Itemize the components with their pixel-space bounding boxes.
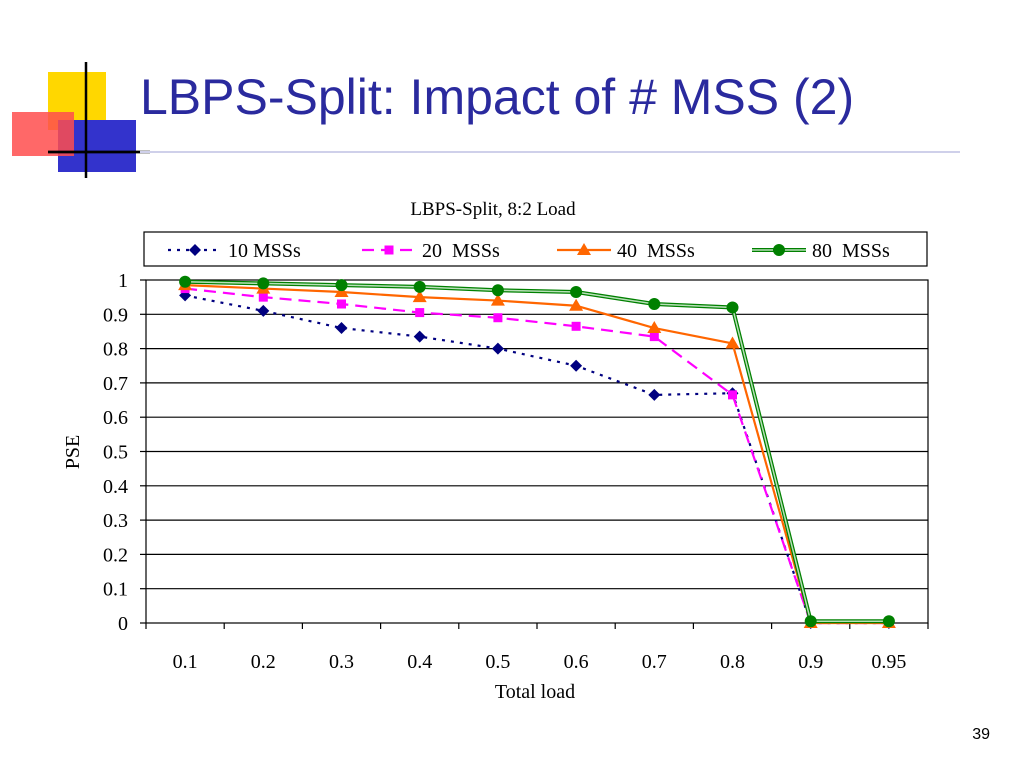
legend-label: 20 MSSs [422, 240, 500, 262]
data-point [335, 322, 348, 335]
data-point [490, 293, 505, 306]
legend-label: 10 MSSs [228, 240, 301, 262]
data-point [257, 304, 270, 317]
legend-item: 40 MSSs [557, 240, 695, 262]
data-point [179, 275, 192, 288]
data-point [570, 286, 583, 299]
x-tick-label: 0.6 [564, 651, 589, 673]
y-axis-label: PSE [62, 435, 84, 469]
x-tick-label: 0.9 [798, 651, 823, 673]
data-point [648, 388, 661, 401]
legend-item: 10 MSSs [168, 240, 301, 262]
x-tick-label: 0.3 [329, 651, 354, 673]
data-point [725, 336, 740, 349]
x-tick-label: 0.5 [485, 651, 510, 673]
series-3 [178, 278, 896, 628]
series-4 [179, 275, 895, 628]
legend-swatch-marker [577, 243, 591, 255]
x-tick-label: 0.95 [871, 651, 906, 673]
y-tick-label: 0.4 [103, 476, 128, 498]
legend-label: 80 MSSs [812, 240, 890, 262]
y-tick-label: 1 [118, 270, 128, 292]
legend: 10 MSSs 20 MSSs 40 MSSs 80 MSSs [143, 231, 928, 267]
series-line-inner [185, 280, 889, 623]
data-point [804, 615, 817, 628]
series-line [184, 287, 889, 625]
legend-item: 80 MSSs [752, 240, 890, 262]
y-tick-label: 0.9 [103, 304, 128, 326]
data-point [726, 301, 739, 314]
data-point [570, 359, 583, 372]
x-tick-labels: 0.1 0.2 0.3 0.4 0.5 0.6 0.7 0.8 0.9 0.95 [145, 623, 929, 673]
legend-label: 40 MSSs [617, 240, 695, 262]
deco-red-square [12, 112, 74, 156]
y-tick-label: 0.1 [103, 579, 128, 601]
x-axis-label: Total load [495, 681, 575, 703]
y-tick-label: 0.5 [103, 442, 128, 464]
y-tick-label: 0.3 [103, 510, 128, 532]
data-point [571, 321, 581, 331]
data-point [728, 390, 737, 400]
series-line [184, 294, 889, 625]
series-lines [178, 275, 896, 629]
y-tick-label: 0.2 [103, 544, 128, 566]
legend-item: 20 MSSs [362, 240, 500, 262]
data-point [647, 321, 662, 334]
chart-title: LBPS-Split, 8:2 Load [410, 199, 576, 220]
grid-lines [146, 313, 928, 590]
data-point [415, 308, 425, 318]
y-tick-label: 0.7 [103, 373, 128, 395]
series-2 [180, 284, 894, 628]
data-point [882, 615, 895, 628]
x-tick-label: 0.4 [407, 651, 432, 673]
x-tick-label: 0.7 [642, 651, 667, 673]
slide-title: LBPS-Split: Impact of # MSS (2) [140, 69, 855, 125]
x-tick-label: 0.2 [251, 651, 276, 673]
x-tick-label: 0.1 [173, 651, 198, 673]
slide-number: 39 [972, 726, 990, 743]
data-point [412, 290, 427, 303]
data-point [493, 313, 503, 323]
title-underline [48, 150, 960, 154]
y-tick-label: 0.6 [103, 407, 128, 429]
legend-swatch-marker [773, 244, 785, 256]
y-tick-label: 0.8 [103, 339, 128, 361]
data-point [491, 284, 504, 297]
data-point [569, 298, 584, 311]
legend-swatch-marker [384, 245, 394, 255]
title-decoration [12, 62, 150, 178]
data-point [491, 342, 504, 355]
y-tick-labels: 0 0.1 0.2 0.3 0.4 0.5 0.6 0.7 0.8 0.9 1 [103, 270, 146, 635]
x-tick-label: 0.8 [720, 651, 745, 673]
data-point [649, 332, 659, 342]
legend-swatch-marker [189, 244, 201, 256]
data-point [335, 279, 348, 292]
data-point [413, 280, 426, 293]
series-line [185, 284, 889, 625]
data-point [413, 330, 426, 343]
series-1 [179, 289, 895, 629]
data-point [648, 298, 661, 311]
data-point [257, 277, 270, 290]
data-point [337, 299, 346, 309]
y-tick-label: 0 [118, 613, 128, 635]
data-point [258, 292, 268, 302]
